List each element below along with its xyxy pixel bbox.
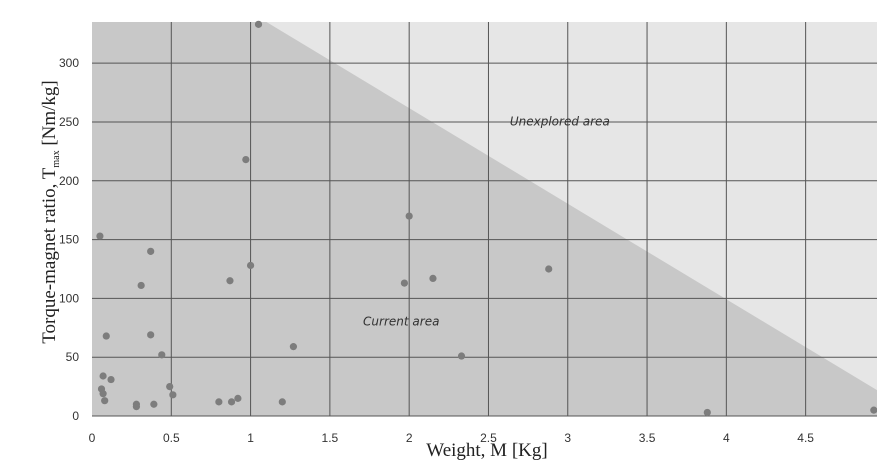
y-tick-label: 50 <box>66 350 80 364</box>
x-axis-title: Weight, M [Kg] <box>426 440 547 461</box>
data-point <box>169 391 177 399</box>
x-tick-label: 0.5 <box>163 431 180 445</box>
data-point <box>289 343 298 351</box>
y-axis-title-subscript: max <box>51 150 62 167</box>
plot-background <box>92 22 877 416</box>
data-point <box>147 247 155 255</box>
region-labels: Current area Unexplored area <box>363 114 610 328</box>
data-point <box>234 394 242 402</box>
x-tick-label: 3 <box>564 431 571 445</box>
data-point <box>226 277 234 285</box>
data-point <box>150 400 158 408</box>
data-point <box>457 352 466 360</box>
data-point <box>242 156 250 164</box>
data-point <box>703 408 711 417</box>
y-tick-label: 200 <box>59 174 79 188</box>
current-area-region <box>92 22 877 416</box>
data-point <box>96 232 104 240</box>
data-point <box>405 212 413 220</box>
y-axis-title: Torque-magnet ratio, Tmax [Nm/kg] <box>39 80 62 344</box>
data-point <box>147 331 155 339</box>
data-point <box>137 281 145 290</box>
data-point <box>429 274 437 282</box>
data-point <box>400 279 409 287</box>
x-tick-label: 4.5 <box>797 431 814 445</box>
data-points <box>96 20 877 417</box>
x-tick-label: 1.5 <box>322 431 339 445</box>
x-tick-label: 3.5 <box>639 431 656 445</box>
data-point <box>99 390 107 398</box>
x-tick-labels: 0 0.5 1 1.5 2 2.5 3 3.5 4 4.5 <box>89 431 815 445</box>
data-point <box>254 20 263 28</box>
y-axis-title-unit: [Nm/kg] <box>39 80 60 150</box>
data-point <box>158 351 166 359</box>
y-tick-label: 0 <box>72 409 79 423</box>
data-point <box>107 375 115 384</box>
data-point <box>215 398 223 406</box>
x-tick-label: 1 <box>247 431 254 445</box>
data-point <box>278 398 286 406</box>
x-tick-label: 2.5 <box>480 431 497 445</box>
unexplored-area-label: Unexplored area <box>510 114 610 128</box>
data-point <box>166 382 174 391</box>
data-point <box>227 398 236 406</box>
y-tick-label: 250 <box>59 115 79 129</box>
current-area-label: Current area <box>363 314 439 328</box>
x-tick-label: 0 <box>89 431 96 445</box>
data-point <box>132 402 141 411</box>
data-point <box>102 332 110 340</box>
data-point <box>545 265 553 273</box>
gridlines <box>92 22 877 417</box>
y-axis-title-main: Torque-magnet ratio, T <box>39 167 60 344</box>
data-point <box>246 261 255 270</box>
x-tick-label: 2 <box>406 431 413 445</box>
data-point <box>99 372 107 380</box>
data-point <box>870 406 877 414</box>
y-tick-label: 300 <box>59 56 79 70</box>
y-tick-label: 150 <box>59 233 79 247</box>
y-tick-labels: 0 50 100 150 200 250 300 <box>59 56 79 423</box>
data-point <box>101 397 109 405</box>
x-tick-label: 4 <box>723 431 730 445</box>
y-tick-label: 100 <box>59 291 79 305</box>
